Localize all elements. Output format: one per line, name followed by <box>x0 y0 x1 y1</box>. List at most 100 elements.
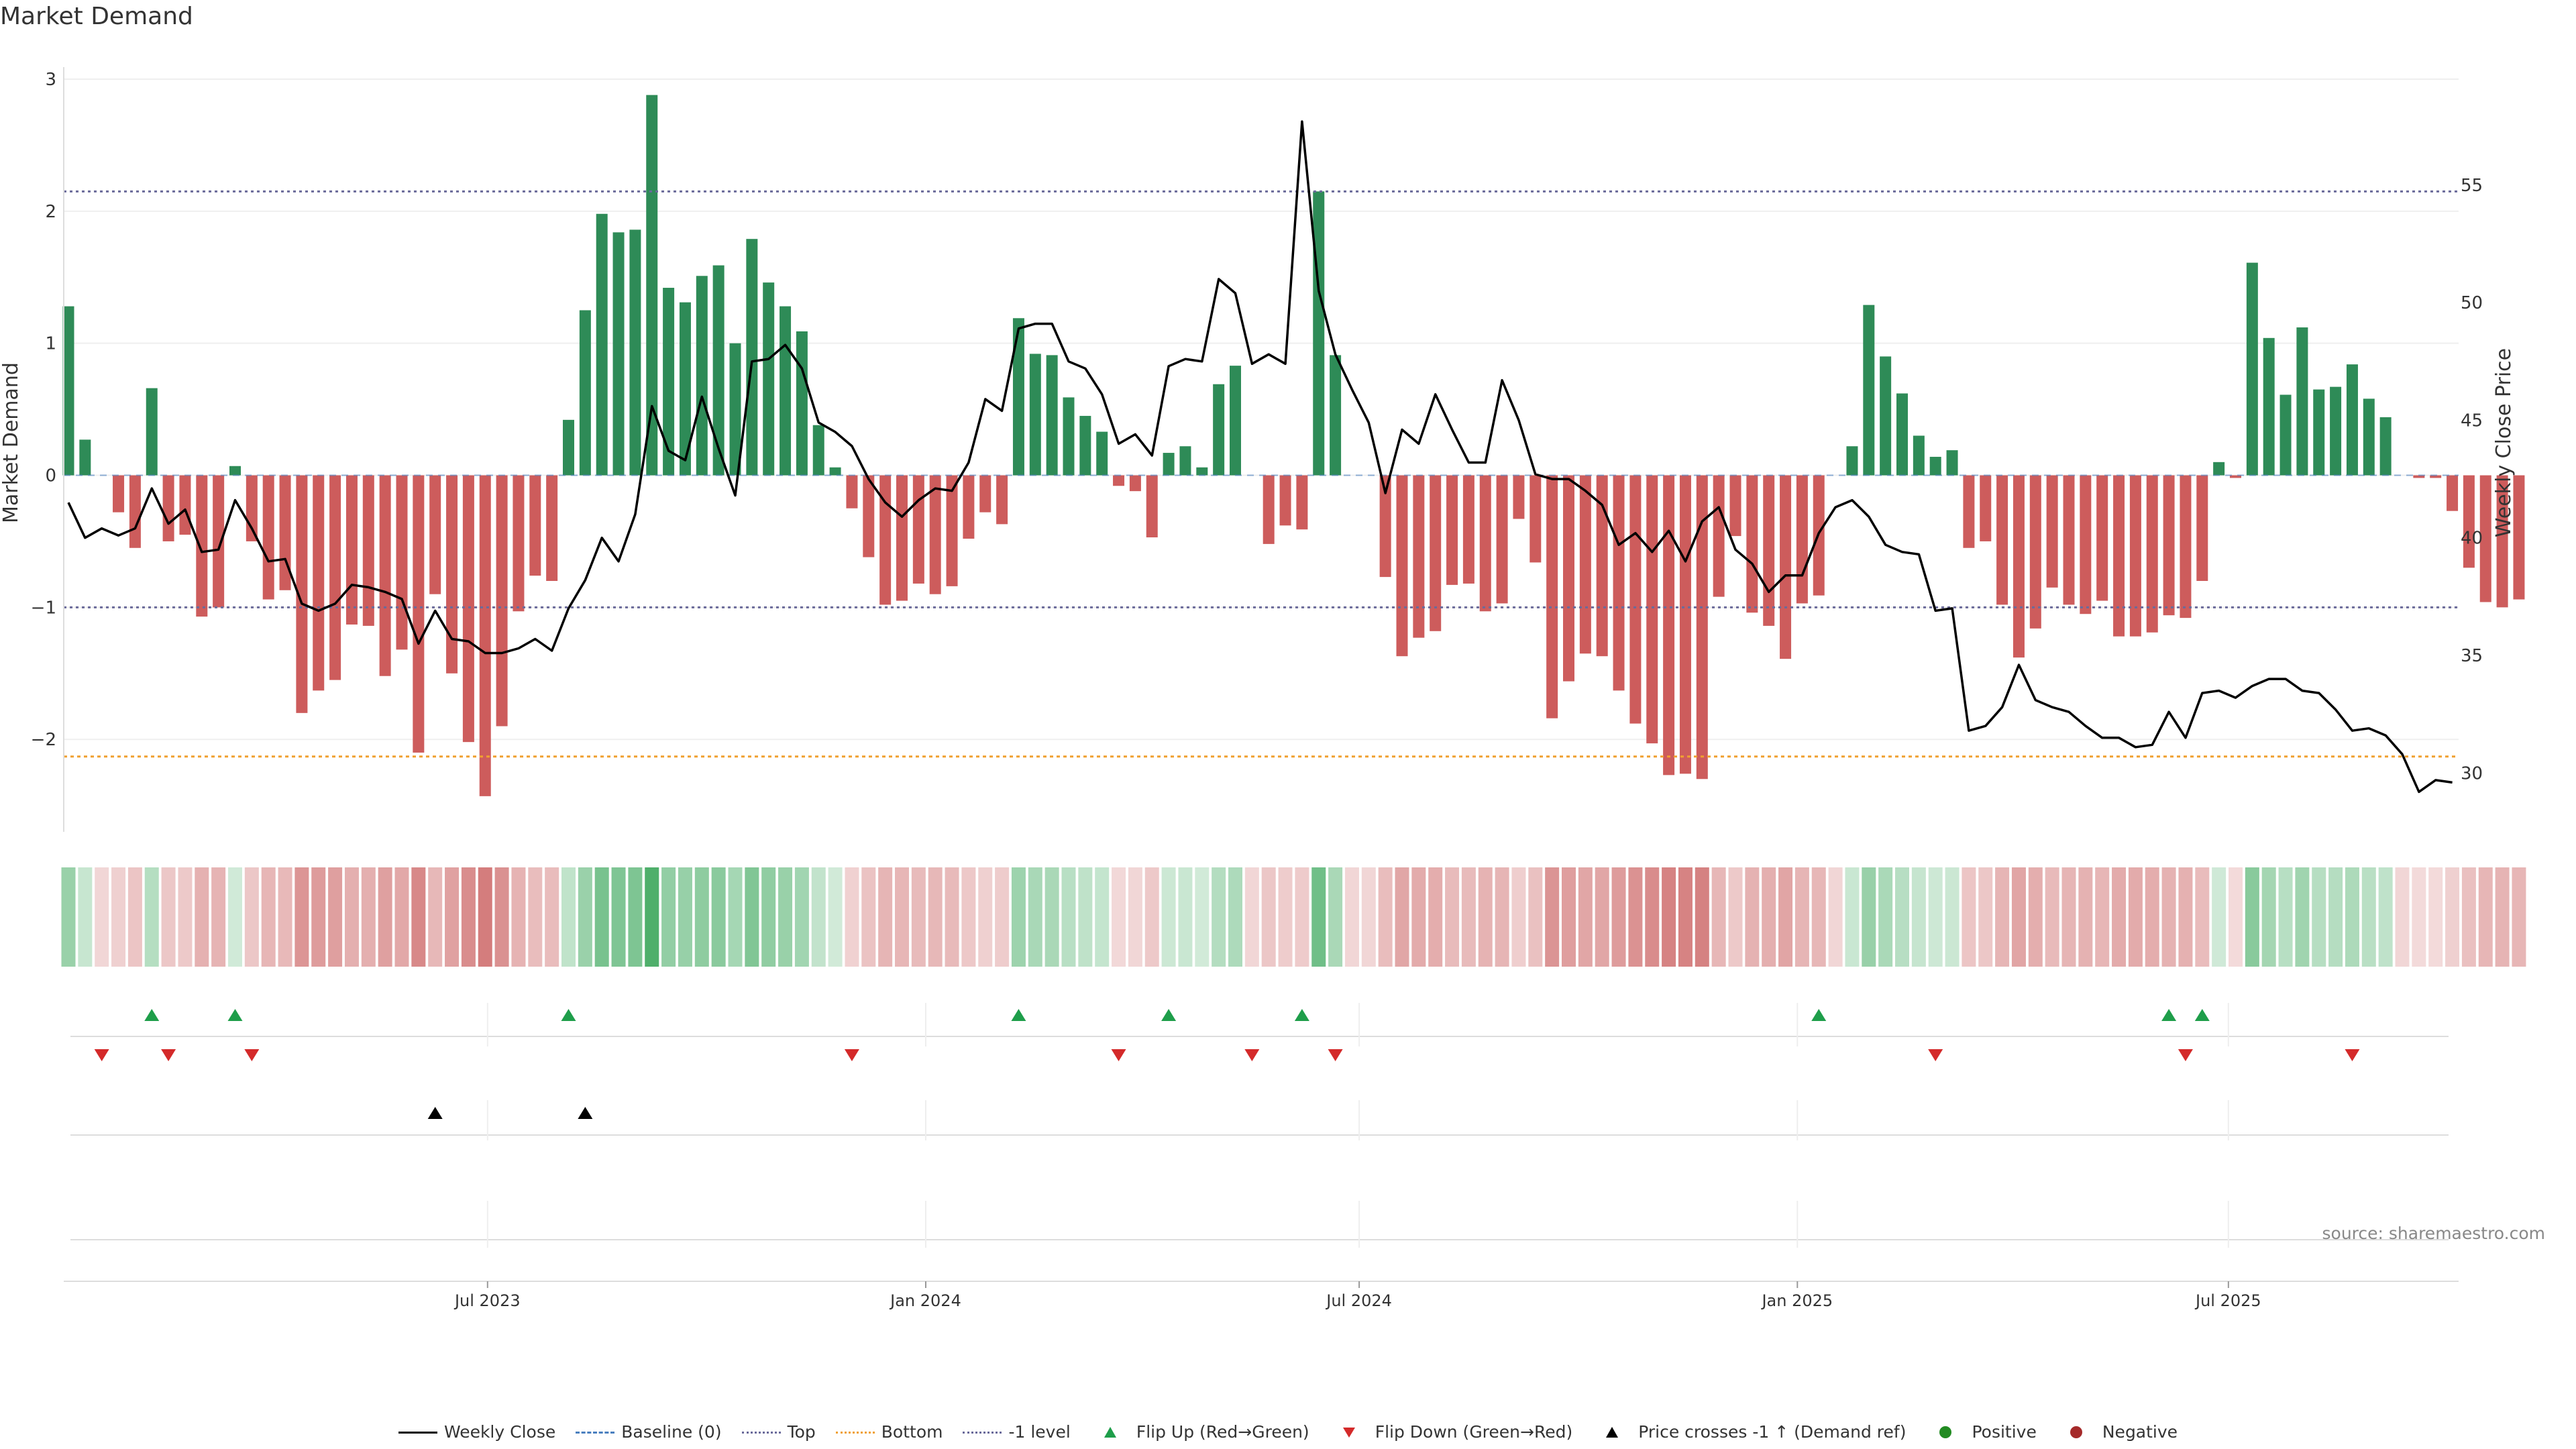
strip-cell <box>2278 867 2293 967</box>
demand-bar <box>812 425 824 476</box>
demand-bar <box>1996 475 2008 605</box>
demand-bar <box>829 467 841 476</box>
demand-bar <box>1780 475 1792 659</box>
price-cross-marker <box>578 1107 593 1119</box>
legend-flip-up: Flip Up (Red→Green) <box>1091 1422 1309 1442</box>
demand-bar <box>179 475 191 535</box>
strip-cell <box>2428 867 2443 967</box>
demand-bar <box>1546 475 1558 718</box>
demand-bar <box>1430 475 1442 631</box>
strip-cell <box>2345 867 2359 967</box>
strip-cell <box>1678 867 1693 967</box>
strip-cell <box>1595 867 1609 967</box>
demand-bar <box>1063 397 1075 476</box>
legend-label: Flip Down (Green→Red) <box>1375 1422 1573 1442</box>
strip-cell <box>1044 867 1059 967</box>
strip-cell <box>2478 867 2493 967</box>
demand-bar <box>1279 475 1291 526</box>
strip-cell <box>611 867 626 967</box>
flip-down-marker <box>1928 1049 1943 1061</box>
strip-cell <box>895 867 909 967</box>
x-tick-label: Jan 2025 <box>1760 1291 1833 1310</box>
y-right-tick-label: 40 <box>2461 529 2483 549</box>
strip-cell <box>728 867 743 967</box>
strip-cell <box>244 867 259 967</box>
strip-cell <box>2412 867 2426 967</box>
strip-cell <box>2061 867 2076 967</box>
strip-cell <box>1461 867 1476 967</box>
demand-bar <box>2313 389 2325 476</box>
strip-cell <box>127 867 142 967</box>
strip-cell <box>978 867 993 967</box>
strip-cell <box>2328 867 2343 967</box>
strip-cell <box>1495 867 1509 967</box>
demand-bar <box>213 475 225 608</box>
flip-down-marker <box>2178 1049 2193 1061</box>
strip-cell <box>1695 867 1709 967</box>
demand-bar <box>313 475 325 691</box>
strip-cell <box>2011 867 2026 967</box>
flip-down-marker <box>1328 1049 1343 1061</box>
demand-bar <box>1913 435 1925 476</box>
demand-bar <box>2263 337 2275 476</box>
strip-cell <box>2145 867 2159 967</box>
strip-cell <box>2245 867 2259 967</box>
strip-cell <box>711 867 726 967</box>
strip-cell <box>1862 867 1876 967</box>
strip-cell <box>1928 867 1943 967</box>
demand-bar <box>612 232 625 476</box>
strip-cell <box>328 867 343 967</box>
strip-cell <box>1311 867 1326 967</box>
strip-cell <box>511 867 526 967</box>
demand-bar <box>379 475 391 676</box>
demand-bar <box>646 95 658 476</box>
demand-bar <box>2080 475 2092 614</box>
demand-bar <box>2129 475 2141 637</box>
legend-bottom: Bottom <box>835 1422 943 1442</box>
demand-bar <box>1446 475 1458 585</box>
strip-cell <box>2212 867 2226 967</box>
demand-bar <box>912 475 924 584</box>
demand-bar <box>1330 355 1342 476</box>
strip-cell <box>778 867 793 967</box>
demand-bar <box>1213 384 1225 476</box>
demand-bar <box>546 475 558 581</box>
strip-cell <box>311 867 326 967</box>
strip-cell <box>228 867 242 967</box>
strip-cell <box>745 867 759 967</box>
strip-cell <box>1328 867 1343 967</box>
demand-bar <box>2029 475 2041 629</box>
strip-cell <box>1061 867 1076 967</box>
strip-cell <box>111 867 126 967</box>
demand-bar <box>229 466 241 476</box>
strip-cell <box>394 867 409 967</box>
strip-cell <box>1895 867 1909 967</box>
demand-bar <box>429 475 441 594</box>
demand-bar <box>246 475 258 541</box>
strip-cell <box>1295 867 1309 967</box>
strip-cell <box>661 867 676 967</box>
demand-bar <box>579 310 591 476</box>
demand-bar <box>1230 366 1241 476</box>
strip-cell <box>1478 867 1493 967</box>
strip-cell <box>2229 867 2243 967</box>
strip-cell <box>1095 867 1110 967</box>
demand-bar <box>763 282 775 476</box>
strip-cell <box>1611 867 1626 967</box>
strip-cell <box>95 867 109 967</box>
demand-bar <box>1963 475 1975 548</box>
strip-cell <box>1212 867 1226 967</box>
strip-cell <box>2512 867 2526 967</box>
demand-bar <box>2046 475 2058 588</box>
y-left-tick-label: 2 <box>45 202 56 222</box>
strip-cell <box>1662 867 1676 967</box>
strip-cell <box>995 867 1010 967</box>
strip-cell <box>1528 867 1543 967</box>
demand-bar <box>863 475 875 557</box>
y-right-tick-label: 35 <box>2461 646 2483 666</box>
x-tick-label: Jan 2024 <box>889 1291 961 1310</box>
strip-cell <box>494 867 509 967</box>
demand-bar <box>513 475 525 612</box>
strip-cell <box>1711 867 1726 967</box>
strip-cell <box>344 867 359 967</box>
